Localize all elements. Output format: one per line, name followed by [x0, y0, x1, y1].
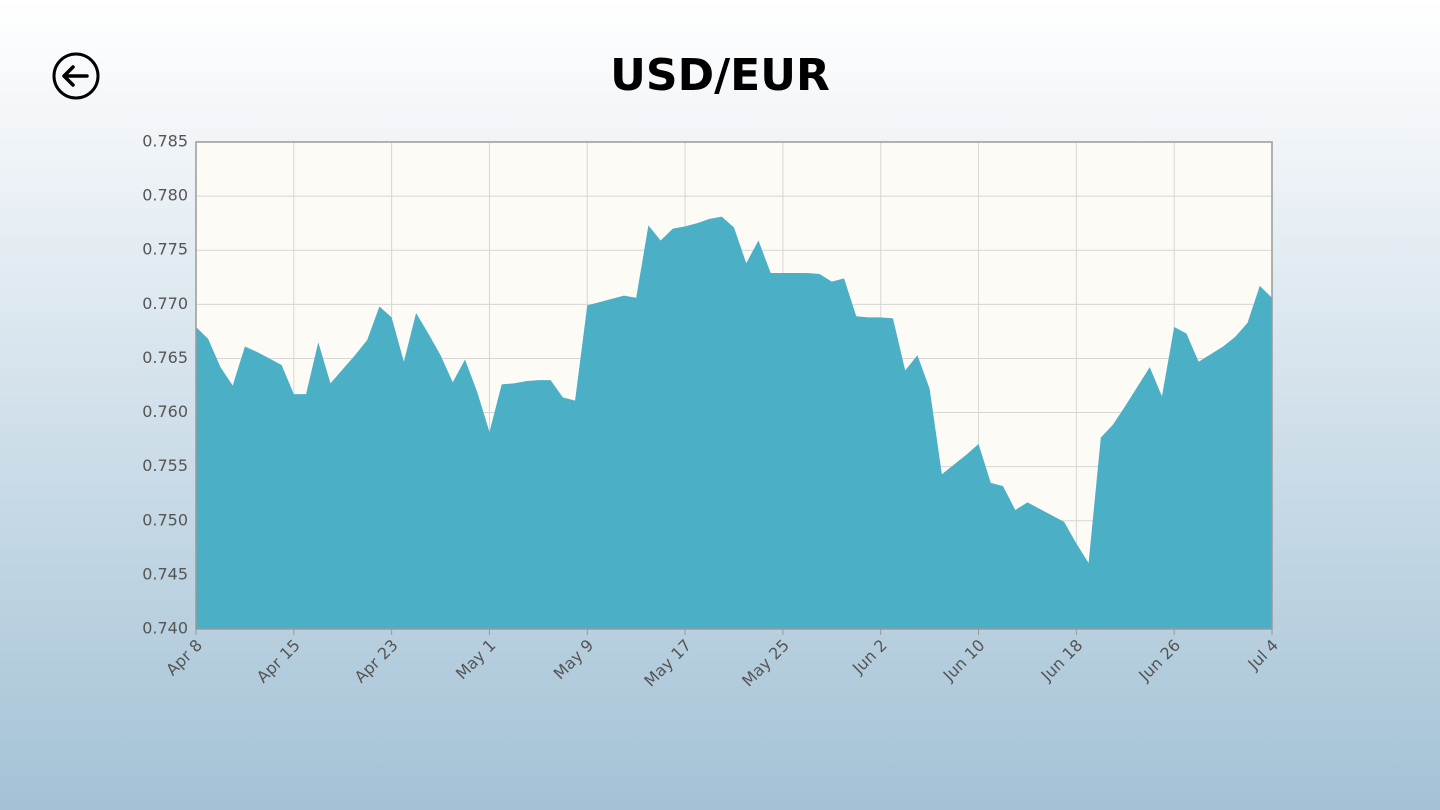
back-button[interactable] [52, 52, 100, 100]
x-tick-label: May 9 [550, 636, 598, 684]
x-tick-label: Jun 10 [939, 636, 989, 686]
back-arrow[interactable] [62, 65, 89, 87]
x-tick-label: May 1 [452, 636, 500, 684]
y-tick-label: 0.755 [142, 456, 188, 475]
y-tick-label: 0.765 [142, 348, 188, 367]
x-tick-label: Apr 8 [162, 636, 206, 680]
y-tick-label: 0.770 [142, 294, 188, 313]
x-tick-label: Apr 23 [351, 636, 402, 687]
x-tick-label: Jul 4 [1243, 636, 1282, 675]
area [196, 216, 1272, 629]
y-tick-label: 0.780 [142, 186, 188, 205]
x-tick-label: Jun 26 [1134, 636, 1184, 686]
y-tick-label: 0.750 [142, 510, 188, 529]
y-tick-label: 0.775 [142, 240, 188, 259]
y-tick-label: 0.740 [142, 619, 188, 638]
x-tick-label: Jun 2 [848, 636, 891, 679]
y-tick-label: 0.760 [142, 402, 188, 421]
chart-title: USD/EUR [610, 50, 830, 101]
y-tick-label: 0.785 [142, 132, 188, 151]
back-circle[interactable] [52, 52, 100, 100]
x-tick-label: May 25 [738, 636, 793, 691]
x-tick-label: Apr 15 [253, 636, 304, 687]
x-tick-label: May 17 [640, 636, 695, 691]
x-tick-label: Jun 18 [1037, 636, 1087, 686]
y-tick-label: 0.745 [142, 564, 188, 583]
plot-frame [195, 141, 1273, 630]
